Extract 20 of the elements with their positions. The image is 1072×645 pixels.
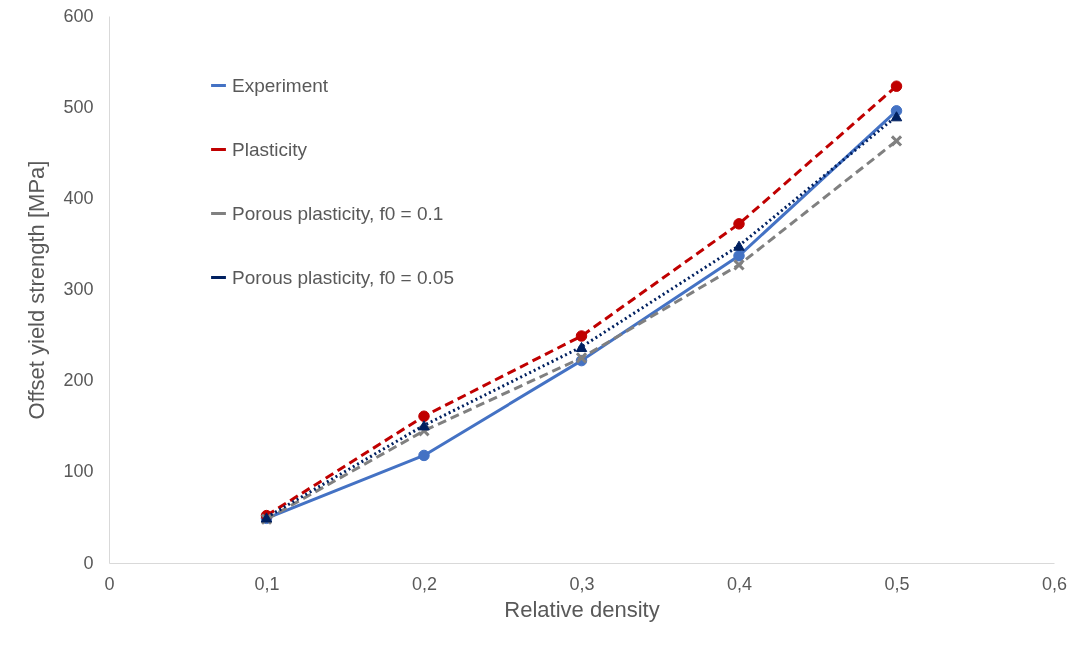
legend-label: Porous plasticity, f0 = 0.1 <box>232 202 444 224</box>
y-tick-label: 600 <box>63 5 94 26</box>
legend-label: Porous plasticity, f0 = 0.05 <box>232 266 454 288</box>
x-tick-label: 0,4 <box>726 573 753 594</box>
legend-label: Experiment <box>232 74 329 96</box>
legend-label: Plasticity <box>232 138 308 160</box>
x-tick-label: 0,1 <box>254 573 280 594</box>
x-tick-label: 0 <box>104 573 115 594</box>
y-tick-label: 100 <box>63 461 94 482</box>
x-tick-label: 0,5 <box>884 573 910 594</box>
x-tick-label: 0,6 <box>1041 573 1068 594</box>
y-tick-label: 500 <box>63 96 94 117</box>
x-axis-title: Relative density <box>504 596 660 622</box>
y-tick-label: 200 <box>63 370 94 391</box>
y-tick-label: 0 <box>83 552 94 573</box>
y-tick-label: 400 <box>63 187 94 208</box>
x-tick-label: 0,2 <box>411 573 438 594</box>
y-axis-title: Offset yield strength [MPa] <box>24 160 50 420</box>
x-tick-label: 0,3 <box>569 573 595 594</box>
y-tick-label: 300 <box>63 279 94 299</box>
